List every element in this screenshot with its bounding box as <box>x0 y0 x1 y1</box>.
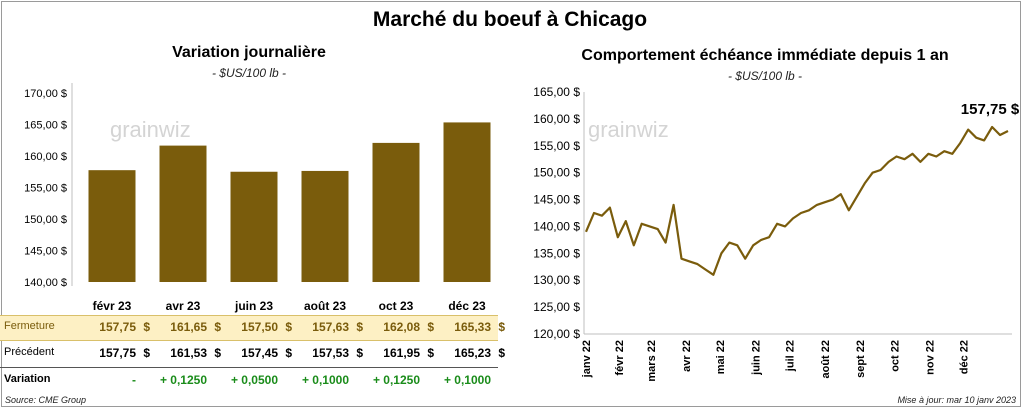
bar <box>88 170 136 282</box>
bar-xtick-label: oct 23 <box>379 299 414 313</box>
series-line <box>584 125 1009 276</box>
line-ytick-label: 155,00 $ <box>533 139 580 153</box>
line-xtick-label: sept 22 <box>855 340 867 378</box>
update-text: Mise à jour: mar 10 janv 2023 <box>897 395 1016 405</box>
precedent-cell: 161,95 <box>383 346 420 360</box>
fermeture-currency: $ <box>143 320 150 334</box>
fermeture-cell: 165,33 <box>454 320 491 334</box>
line-ytick-label: 150,00 $ <box>533 166 580 180</box>
fermeture-currency: $ <box>356 320 363 334</box>
bar-xtick-label: févr 23 <box>93 299 132 313</box>
precedent-currency: $ <box>498 346 505 360</box>
bar <box>230 171 278 282</box>
bar-ytick-label: 160,00 $ <box>24 151 67 163</box>
last-value-label: 157,75 $ <box>961 101 1020 118</box>
line-ytick-label: 165,00 $ <box>533 85 580 99</box>
source-text: Source: CME Group <box>5 395 87 405</box>
variation-cell: + 0,0500 <box>230 373 278 387</box>
line-ytick-label: 145,00 $ <box>533 193 580 207</box>
variation-label: Variation <box>4 373 51 385</box>
precedent-cell: 157,53 <box>312 346 349 360</box>
variation-cell: - <box>132 373 136 387</box>
line-xtick-label: avr 22 <box>681 340 693 372</box>
fermeture-cell: 162,08 <box>383 320 420 334</box>
line-xtick-label: juin 22 <box>751 340 763 376</box>
line-xtick-label: oct 22 <box>889 340 901 372</box>
precedent-cell: 157,75 <box>99 346 136 360</box>
line-ytick-label: 120,00 $ <box>533 327 580 341</box>
variation-cell: + 0,1000 <box>301 373 349 387</box>
right-panel-unit: - $US/100 lb - <box>727 69 803 83</box>
fermeture-cell: 161,65 <box>170 320 207 334</box>
left-panel-unit: - $US/100 lb - <box>211 66 287 80</box>
precedent-label: Précédent <box>4 346 55 358</box>
line-xtick-label: déc 22 <box>959 340 971 374</box>
line-xtick-label: févr 22 <box>614 340 626 375</box>
table-divider <box>0 367 498 368</box>
fermeture-currency: $ <box>427 320 434 334</box>
line-ytick-label: 125,00 $ <box>533 300 580 314</box>
line-chart: grainwiz 120,00 $ 125,00 $ 130,00 $ 135,00 … <box>533 85 1020 382</box>
bar-xtick-label: juin 23 <box>234 299 273 313</box>
precedent-cell: 165,23 <box>454 346 491 360</box>
fermeture-row <box>0 315 498 341</box>
precedent-currency: $ <box>285 346 292 360</box>
fermeture-cell: 157,75 <box>99 320 136 334</box>
precedent-currency: $ <box>356 346 363 360</box>
bar <box>301 170 349 282</box>
fermeture-label: Fermeture <box>4 320 55 332</box>
bar-ytick-label: 170,00 $ <box>24 88 67 100</box>
line-xtick-label: janv 22 <box>581 340 593 378</box>
bar <box>159 145 207 282</box>
variation-cell: + 0,1250 <box>159 373 207 387</box>
line-xtick-label: mai 22 <box>715 340 727 374</box>
bar-ytick-label: 165,00 $ <box>24 120 67 132</box>
variation-cell: + 0,1000 <box>443 373 491 387</box>
fermeture-cell: 157,63 <box>312 320 349 334</box>
bar-xtick-label: déc 23 <box>448 299 486 313</box>
line-ytick-label: 160,00 $ <box>533 112 580 126</box>
fermeture-currency: $ <box>214 320 221 334</box>
bar-xtick-label: août 23 <box>304 299 346 313</box>
precedent-currency: $ <box>214 346 221 360</box>
main-title: Marché du boeuf à Chicago <box>372 8 648 31</box>
variation-cell: + 0,1250 <box>372 373 420 387</box>
fermeture-currency: $ <box>285 320 292 334</box>
right-panel-title: Comportement échéance immédiate depuis 1… <box>581 47 949 64</box>
bar-xtick-label: avr 23 <box>166 299 201 313</box>
bar <box>443 122 491 283</box>
bar-ytick-label: 140,00 $ <box>24 277 67 289</box>
bar-chart: grainwiz 140,00 $ 145,00 $ 150,00 $ 155,00 … <box>24 83 491 313</box>
precedent-currency: $ <box>427 346 434 360</box>
fermeture-cell: 157,50 <box>241 320 278 334</box>
precedent-currency: $ <box>143 346 150 360</box>
bar-ytick-label: 150,00 $ <box>24 214 67 226</box>
line-xtick-label: juil 22 <box>785 340 797 372</box>
bar-ytick-label: 145,00 $ <box>24 246 67 258</box>
line-ytick-label: 140,00 $ <box>533 219 580 233</box>
fermeture-currency: $ <box>498 320 505 334</box>
watermark-text-right: grainwiz <box>588 117 669 142</box>
bar-ytick-label: 155,00 $ <box>24 183 67 195</box>
line-xtick-label: nov 22 <box>925 340 937 375</box>
line-xtick-label: août 22 <box>820 340 832 379</box>
precedent-cell: 157,45 <box>241 346 278 360</box>
bar <box>372 142 420 282</box>
left-panel-title: Variation journalière <box>172 44 326 61</box>
precedent-cell: 161,53 <box>170 346 207 360</box>
line-ytick-label: 130,00 $ <box>533 273 580 287</box>
watermark-text: grainwiz <box>110 117 191 142</box>
line-xtick-label: mars 22 <box>646 340 658 382</box>
line-ytick-label: 135,00 $ <box>533 246 580 260</box>
